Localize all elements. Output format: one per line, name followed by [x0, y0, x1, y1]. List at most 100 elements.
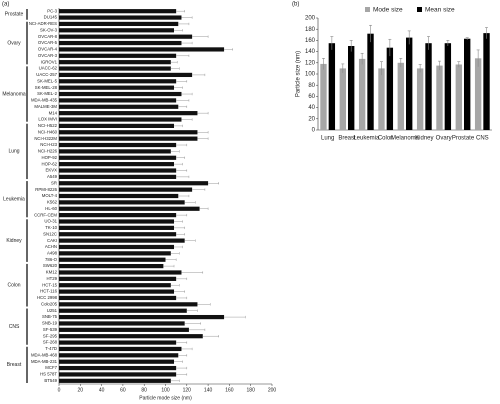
y-tick-label: CAKI	[47, 238, 57, 243]
group-label: Leukemia	[3, 197, 25, 203]
x-tick-label: 180	[247, 387, 256, 393]
x-tick-label: 140	[204, 387, 213, 393]
bar	[59, 257, 166, 262]
bar	[59, 206, 200, 211]
y-tick-label: OVCAR-8	[38, 34, 58, 39]
y-tick-label: HCC 2998	[37, 295, 58, 300]
bar	[328, 43, 336, 131]
bar	[59, 21, 179, 27]
bar	[59, 162, 175, 167]
bar	[59, 40, 182, 46]
bar	[59, 117, 182, 122]
y-tick-label: NCI-H460	[38, 129, 58, 134]
y-tick-label: SF-295	[43, 333, 58, 338]
y-tick-label: SNB-75	[42, 314, 58, 319]
y-tick-label: HT29	[46, 276, 57, 281]
bar	[59, 238, 185, 243]
x-tick-label: 60	[120, 387, 126, 393]
bar	[59, 104, 179, 109]
x-tick-label: Melanoma	[391, 136, 420, 142]
y-tick-label: SNB-19	[42, 321, 58, 326]
y-tick-label: NCI-H322M	[34, 136, 57, 141]
bar	[59, 85, 175, 90]
bar	[59, 136, 198, 141]
bar	[59, 308, 187, 313]
bar	[59, 142, 177, 148]
y-tick-label: NCI-H226	[38, 149, 58, 154]
legend-swatch	[365, 7, 370, 12]
bar	[59, 225, 175, 230]
y-tick-label: SK-MEL-2	[37, 91, 57, 96]
legend-label: Mode size	[373, 7, 403, 14]
bar	[59, 193, 179, 199]
bar	[59, 270, 182, 275]
group-label: Breast	[7, 362, 22, 368]
y-tick-label: SF-539	[43, 327, 58, 332]
y-tick-label: EKVX	[46, 168, 58, 173]
legend-label: Mean size	[425, 7, 455, 14]
y-tick-label: A498	[47, 250, 58, 255]
y-tick-label: 80	[308, 83, 315, 89]
bar	[483, 33, 490, 131]
y-tick-label: OVCAR-3	[38, 53, 58, 58]
bar	[378, 68, 385, 130]
y-tick-label: SN12C	[43, 231, 57, 236]
y-tick-label: 60	[308, 94, 315, 100]
bar	[59, 340, 177, 345]
y-tick-label: 180	[305, 27, 316, 33]
x-axis-title: Particle mode size (nm)	[139, 395, 192, 401]
bar	[59, 91, 182, 97]
y-tick-label: ACHN	[45, 244, 57, 249]
x-tick-label: Leukemia	[353, 136, 380, 142]
y-tick-label: NCI-H23	[40, 142, 57, 147]
x-tick-label: 0	[58, 387, 61, 393]
y-tick-label: SK-OV-3	[40, 27, 58, 32]
bar	[59, 244, 175, 250]
y-tick-label: T-47D	[45, 346, 57, 351]
y-tick-label: A549	[47, 174, 58, 179]
x-tick-label: 100	[161, 387, 170, 393]
bar	[358, 58, 366, 130]
y-tick-label: NCI-H522	[38, 123, 58, 128]
bar	[59, 66, 171, 71]
bar	[59, 251, 171, 256]
bar	[59, 149, 171, 154]
bar	[59, 168, 177, 173]
y-tick-label: 40	[308, 105, 315, 111]
y-tick-label: 140	[305, 49, 316, 55]
y-tick-label: HCT-116	[40, 289, 57, 294]
y-tick-label: U251	[47, 308, 58, 313]
bar	[59, 155, 177, 160]
group-label: CNS	[9, 324, 20, 330]
y-tick-label: 120	[305, 60, 316, 66]
y-tick-label: NCI-ADR-RES	[29, 21, 57, 26]
y-tick-label: UACC-257	[36, 72, 57, 77]
bar	[59, 289, 175, 294]
y-tick-label: CCRF-CEM	[34, 212, 57, 217]
group-label: Lung	[8, 149, 19, 155]
bar	[386, 47, 394, 130]
bar	[59, 98, 177, 103]
panel-label: (a)	[2, 2, 9, 8]
x-tick-label: 160	[225, 387, 234, 393]
bar	[59, 187, 193, 192]
y-tick-label: TK-10	[45, 225, 57, 230]
x-tick-label: Kidney	[415, 136, 433, 142]
group-label: Melanoma	[2, 91, 26, 97]
x-tick-label: CNS	[476, 136, 489, 142]
bar	[59, 15, 182, 20]
bar	[59, 111, 198, 116]
bar	[59, 53, 177, 58]
bar	[59, 200, 185, 205]
y-tick-label: 0	[312, 128, 316, 134]
bar	[59, 378, 171, 383]
group-label: Prostate	[5, 12, 24, 18]
bar	[59, 123, 175, 129]
y-tick-label: HOP-92	[41, 155, 57, 160]
y-tick-label: SK-MEL-28	[35, 85, 58, 90]
y-tick-label: HCT-15	[42, 282, 57, 287]
bar	[464, 38, 471, 130]
panel-label: (b)	[292, 2, 299, 8]
bar	[348, 46, 355, 130]
